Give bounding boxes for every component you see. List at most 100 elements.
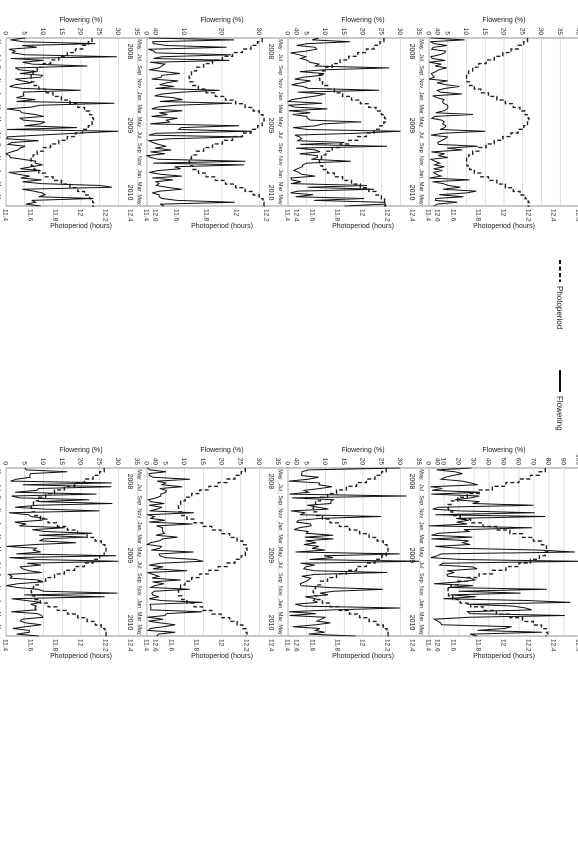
month-tick-label: Nov (136, 156, 142, 166)
y2-tick-label: 12.6 (152, 639, 159, 652)
y-tick-label: 40 (152, 28, 159, 36)
month-tick-label: May (418, 624, 424, 635)
month-tick-label: Mar (418, 182, 424, 192)
y2-tick-label: 12 (359, 639, 366, 647)
y-tick-label: 0 (425, 31, 432, 35)
y2-tick-label: 12.2 (525, 639, 532, 652)
y2-tick-label: 11.4 (425, 209, 432, 222)
y-axis-label: Flowering (%) (200, 447, 243, 454)
y-tick-label: 15 (340, 28, 347, 36)
y2-tick-label: 11.8 (475, 639, 482, 652)
month-tick-label: Jan (277, 169, 283, 178)
y-axis-label: Flowering (%) (341, 17, 384, 24)
y-tick-label: 35 (274, 458, 281, 466)
y2-tick-label: 11.8 (203, 209, 210, 222)
legend-label-flowering: Flowering (555, 396, 564, 431)
month-tick-label: Mar (277, 612, 283, 622)
month-tick-label: Mar (136, 534, 142, 544)
y2-tick-label: 12.2 (102, 639, 109, 652)
y-tick-label: 15 (481, 28, 488, 36)
y-tick-label: 0 (143, 31, 150, 35)
year-tick-label: 2008 (267, 44, 274, 60)
month-tick-label: Jan (0, 92, 1, 101)
month-tick-label: Nov (418, 78, 424, 88)
year-tick-label: 2009 (408, 118, 415, 134)
y-tick-label: 0 (284, 31, 291, 35)
y2-tick-label: 12.4 (550, 209, 557, 222)
y-tick-label: 0 (425, 461, 432, 465)
y-tick-label: 40 (434, 28, 441, 36)
y2-tick-label: 11.8 (52, 209, 59, 222)
year-tick-label: 2008 (408, 44, 415, 60)
y2-tick-label: 12.4 (550, 639, 557, 652)
y2-tick-label: 11.6 (173, 209, 180, 222)
y2-tick-label: 12 (359, 209, 366, 217)
month-tick-label: May (418, 469, 424, 480)
y-tick-label: 40 (152, 458, 159, 466)
month-tick-label: Jan (0, 169, 1, 178)
month-tick-label: Jul (136, 561, 142, 568)
y-tick-label: 30 (537, 28, 544, 36)
month-tick-label: Sep (136, 143, 142, 153)
month-tick-label: Mar (0, 612, 1, 622)
y-tick-label: 30 (114, 458, 121, 466)
month-tick-label: Sep (418, 495, 424, 505)
month-tick-label: May (0, 624, 1, 635)
legend-label-photoperiod: Photoperiod (555, 286, 564, 329)
y-tick-label: 35 (133, 28, 140, 36)
month-tick-label: Nov (418, 156, 424, 166)
y-axis-label: Flowering (%) (59, 17, 102, 24)
y-tick-label: 20 (359, 28, 366, 36)
year-tick-label: 2010 (267, 185, 274, 201)
y2-tick-label: 11.4 (2, 209, 9, 222)
month-tick-label: Mar (0, 104, 1, 114)
month-tick-label: May (277, 547, 283, 558)
month-tick-label: Jan (418, 169, 424, 178)
month-tick-label: Mar (277, 182, 283, 192)
y-tick-label: 5 (302, 31, 309, 35)
y2-tick-label: 12.6 (434, 209, 441, 222)
month-tick-label: May (0, 39, 1, 50)
month-tick-label: May (418, 39, 424, 50)
y2-axis-label: Photoperiod (hours) (473, 653, 535, 660)
month-tick-label: Mar (277, 534, 283, 544)
y-axis-label: Flowering (%) (341, 447, 384, 454)
month-tick-label: Jan (0, 599, 1, 608)
y-tick-label: 5 (20, 461, 27, 465)
month-tick-label: Jul (277, 561, 283, 568)
year-tick-label: 2008 (267, 474, 274, 490)
month-tick-label: Nov (136, 508, 142, 518)
y-tick-label: 5 (161, 461, 168, 465)
month-tick-label: May (418, 117, 424, 128)
month-tick-label: Mar (0, 534, 1, 544)
year-tick-label: 2008 (126, 44, 133, 60)
month-tick-label: Jan (136, 599, 142, 608)
month-tick-label: Nov (418, 586, 424, 596)
y-tick-label: 15 (58, 458, 65, 466)
y2-tick-label: 11.6 (168, 639, 175, 652)
month-tick-label: Jul (277, 54, 283, 61)
month-tick-label: Nov (277, 508, 283, 518)
y2-tick-label: 12.4 (409, 209, 416, 222)
month-tick-label: Jul (418, 561, 424, 568)
year-tick-label: 2010 (267, 615, 274, 631)
y2-tick-label: 12.6 (152, 209, 159, 222)
y2-axis-label: Photoperiod (hours) (50, 653, 112, 660)
month-tick-label: Sep (418, 573, 424, 583)
month-tick-label: Jan (418, 522, 424, 531)
y2-tick-label: 12 (77, 639, 84, 647)
y-tick-label: 10 (180, 28, 187, 36)
y-tick-label: 15 (199, 458, 206, 466)
y-tick-label: 60 (515, 458, 522, 466)
y-tick-label: 40 (293, 28, 300, 36)
month-tick-label: Nov (0, 508, 1, 518)
month-tick-label: Jul (277, 131, 283, 138)
y2-tick-label: 12.2 (525, 209, 532, 222)
y2-tick-label: 11.8 (475, 209, 482, 222)
month-tick-label: Sep (418, 143, 424, 153)
y-axis-label: Flowering (%) (482, 447, 525, 454)
year-tick-label: 2008 (126, 474, 133, 490)
y-tick-label: 35 (133, 458, 140, 466)
y2-tick-label: 11.6 (450, 639, 457, 652)
